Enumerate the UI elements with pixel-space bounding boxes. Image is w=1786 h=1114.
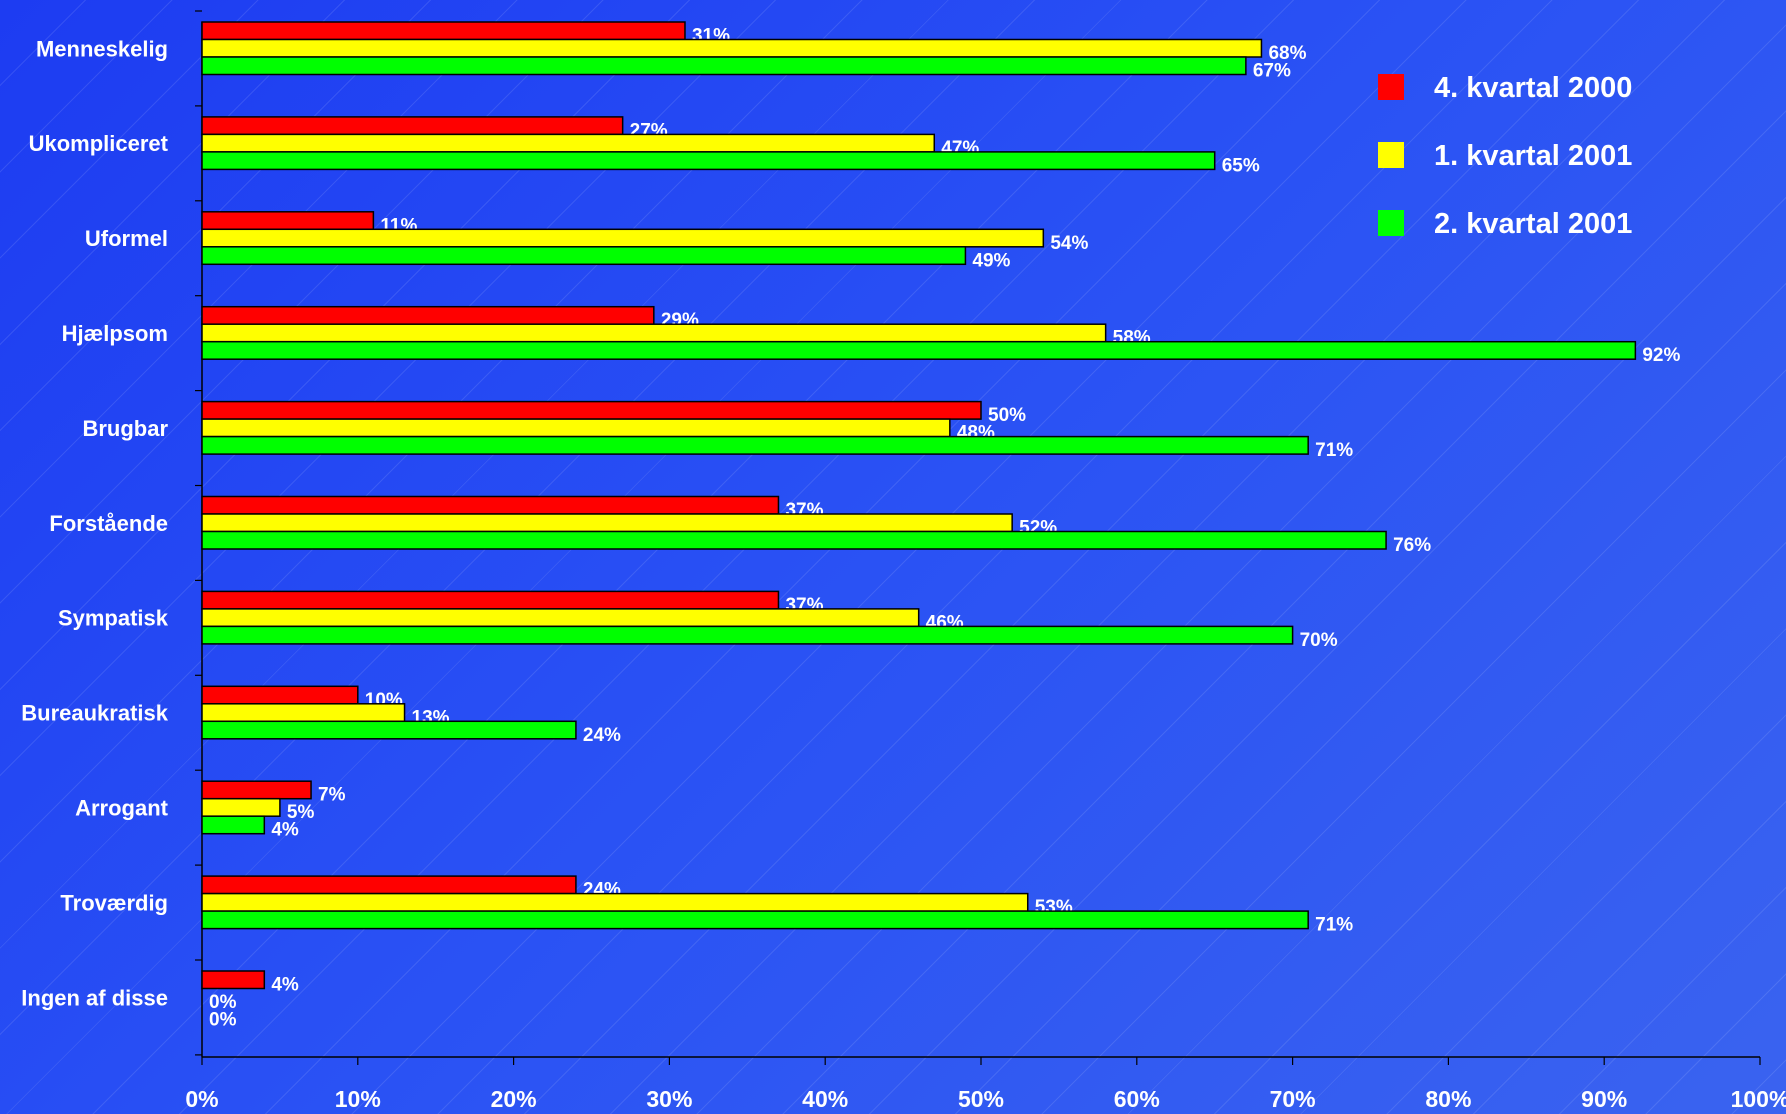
data-label: 4% (271, 820, 299, 841)
category-label-forstaende: Forstående (49, 511, 168, 536)
data-label: 4% (271, 975, 299, 996)
x-tick-label: 10% (335, 1086, 381, 1112)
category-label-ingen-af-disse: Ingen af disse (21, 985, 168, 1010)
bar-sympatisk-series-2 (201, 608, 920, 628)
x-tick-label: 0% (185, 1086, 218, 1112)
bar-arrogant-series-2 (201, 797, 281, 817)
bar-brugbar-series-1 (201, 400, 982, 420)
legend-swatch-3 (1378, 210, 1404, 236)
bar-uformel-series-1 (201, 211, 375, 231)
data-label: 50% (988, 405, 1026, 426)
bar-trovaerdig-series-1 (201, 875, 577, 895)
bar-trovaerdig-series-2 (201, 892, 1029, 912)
legend-label-2: 1. kvartal 2001 (1434, 140, 1632, 172)
category-label-trovaerdig: Troværdig (60, 890, 168, 915)
bar-ingen-af-disse-series-1 (201, 970, 266, 990)
bar-arrogant-series-1 (201, 780, 312, 800)
data-label: 49% (972, 250, 1010, 271)
data-label: 67% (1253, 61, 1291, 82)
bar-hjaelpsom-series-3 (201, 340, 1637, 360)
x-tick-label: 100% (1731, 1086, 1786, 1112)
x-tick-label: 30% (646, 1086, 692, 1112)
category-label-ukompliceret: Ukompliceret (29, 131, 169, 156)
category-label-uformel: Uformel (85, 226, 168, 251)
bar-bureaukratisk-series-1 (201, 685, 359, 705)
category-label-bureaukratisk: Bureaukratisk (21, 701, 169, 726)
bar-trovaerdig-series-3 (201, 910, 1309, 930)
x-tick-label: 40% (802, 1086, 848, 1112)
x-tick-label: 90% (1581, 1086, 1627, 1112)
category-label-hjaelpsom: Hjælpsom (62, 321, 168, 346)
bar-menneskelig-series-1 (201, 21, 686, 41)
data-label: 76% (1393, 535, 1431, 556)
bar-bureaukratisk-series-3 (201, 720, 577, 740)
bar-sympatisk-series-1 (201, 590, 780, 610)
bar-bureaukratisk-series-2 (201, 703, 406, 723)
data-label: 70% (1300, 630, 1338, 651)
legend-label-3: 2. kvartal 2001 (1434, 208, 1632, 240)
data-label: 71% (1315, 440, 1353, 461)
legend-swatch-2 (1378, 142, 1404, 168)
bar-arrogant-series-3 (201, 815, 266, 835)
category-label-brugbar: Brugbar (82, 416, 168, 441)
bar-brugbar-series-3 (201, 435, 1309, 455)
bar-uformel-series-3 (201, 246, 967, 266)
x-tick-label: 50% (958, 1086, 1004, 1112)
category-label-sympatisk: Sympatisk (58, 606, 169, 631)
legend-label-1: 4. kvartal 2000 (1434, 72, 1632, 104)
bar-menneskelig-series-3 (201, 56, 1247, 76)
x-tick-label: 20% (491, 1086, 537, 1112)
bar-brugbar-series-2 (201, 418, 951, 438)
data-label: 7% (318, 785, 346, 806)
category-label-arrogant: Arrogant (75, 795, 169, 820)
x-tick-label: 70% (1270, 1086, 1316, 1112)
data-label: 68% (1268, 43, 1306, 64)
category-label-menneskelig: Menneskelig (36, 36, 168, 61)
data-label: 5% (287, 802, 315, 823)
bar-hjaelpsom-series-2 (201, 323, 1107, 343)
bar-hjaelpsom-series-1 (201, 305, 655, 325)
x-tick-label: 80% (1425, 1086, 1471, 1112)
bar-ukompliceret-series-2 (201, 133, 936, 153)
data-label: 0% (209, 992, 237, 1013)
bar-sympatisk-series-3 (201, 625, 1294, 645)
data-label: 24% (583, 725, 621, 746)
data-label: 92% (1642, 345, 1680, 366)
legend-swatch-1 (1378, 74, 1404, 100)
data-label: 54% (1050, 233, 1088, 254)
bar-forstaende-series-1 (201, 495, 780, 515)
bar-ukompliceret-series-1 (201, 116, 624, 136)
bar-uformel-series-2 (201, 228, 1045, 248)
bar-ukompliceret-series-3 (201, 151, 1216, 171)
x-tick-label: 60% (1114, 1086, 1160, 1112)
bar-menneskelig-series-2 (201, 38, 1263, 58)
bar-forstaende-series-2 (201, 513, 1013, 533)
bar-forstaende-series-3 (201, 530, 1387, 550)
data-label: 0% (209, 1010, 237, 1031)
data-label: 71% (1315, 915, 1353, 936)
data-label: 65% (1222, 155, 1260, 176)
